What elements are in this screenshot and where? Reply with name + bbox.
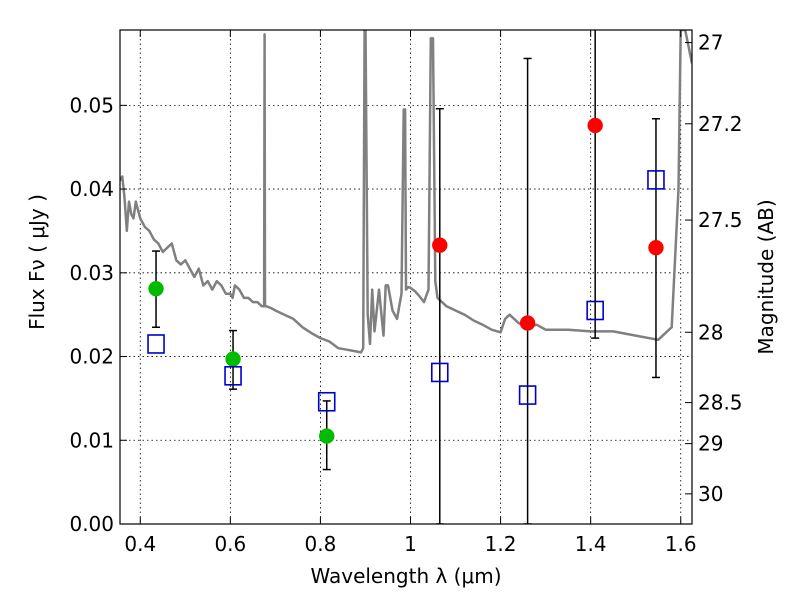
model-sed-layer bbox=[120, 30, 692, 354]
y-tick-label: 0.04 bbox=[69, 177, 114, 201]
x-tick-label: 1 bbox=[404, 532, 417, 556]
right-tick-label: 30 bbox=[698, 482, 723, 506]
right-tick-label: 28.5 bbox=[698, 391, 743, 415]
data-markers bbox=[147, 117, 665, 444]
right-tick-label: 28 bbox=[698, 320, 723, 344]
x-tick-label: 1.6 bbox=[665, 532, 697, 556]
x-tick-label: 0.4 bbox=[124, 532, 156, 556]
y-tick-label: 0.01 bbox=[69, 428, 114, 452]
model-sed-line bbox=[120, 30, 692, 354]
flux-point bbox=[318, 428, 335, 444]
y-tick-label: 0.00 bbox=[69, 512, 114, 536]
flux-point bbox=[148, 280, 164, 297]
plot-area bbox=[120, 30, 692, 524]
y-tick-label: 0.05 bbox=[69, 93, 114, 117]
model-photometry-square bbox=[224, 365, 242, 386]
x-tick-label: 0.8 bbox=[305, 532, 337, 556]
flux-point bbox=[432, 237, 448, 253]
right-tick-label: 29 bbox=[698, 432, 723, 456]
y-tick-label: 0.03 bbox=[69, 261, 114, 285]
right-tick-label: 27.2 bbox=[698, 112, 743, 136]
model-photometry-square bbox=[317, 391, 336, 412]
right-tick-label: 27 bbox=[698, 31, 723, 55]
plot-frame bbox=[119, 29, 693, 525]
x-axis-title: Wavelength λ (μm) bbox=[310, 564, 501, 588]
model-photometry-square bbox=[518, 385, 537, 405]
model-photometry-square bbox=[647, 170, 665, 190]
model-photometry-square bbox=[586, 300, 604, 321]
right-tick-label: 27.5 bbox=[698, 208, 743, 232]
flux-point bbox=[648, 239, 664, 256]
model-photometry-square bbox=[147, 334, 165, 354]
flux-point bbox=[519, 315, 536, 331]
y-tick-label: 0.02 bbox=[69, 345, 114, 369]
flux-point bbox=[225, 351, 241, 367]
x-tick-label: 1.2 bbox=[485, 532, 517, 556]
y-axis-title: Flux Fν ( μJy ) bbox=[25, 194, 49, 330]
model-photometry-square bbox=[430, 362, 449, 383]
x-tick-label: 0.6 bbox=[214, 532, 246, 556]
right-axis-title: Magnitude (AB) bbox=[754, 199, 778, 354]
x-tick-label: 1.4 bbox=[575, 532, 607, 556]
flux-point bbox=[587, 117, 603, 134]
axis-ticks: 0.4 0.6 0.8 1 1.2 1.4 1.6 0.00 0.01 0.02 0.03 0.04 0… bbox=[69, 30, 743, 556]
